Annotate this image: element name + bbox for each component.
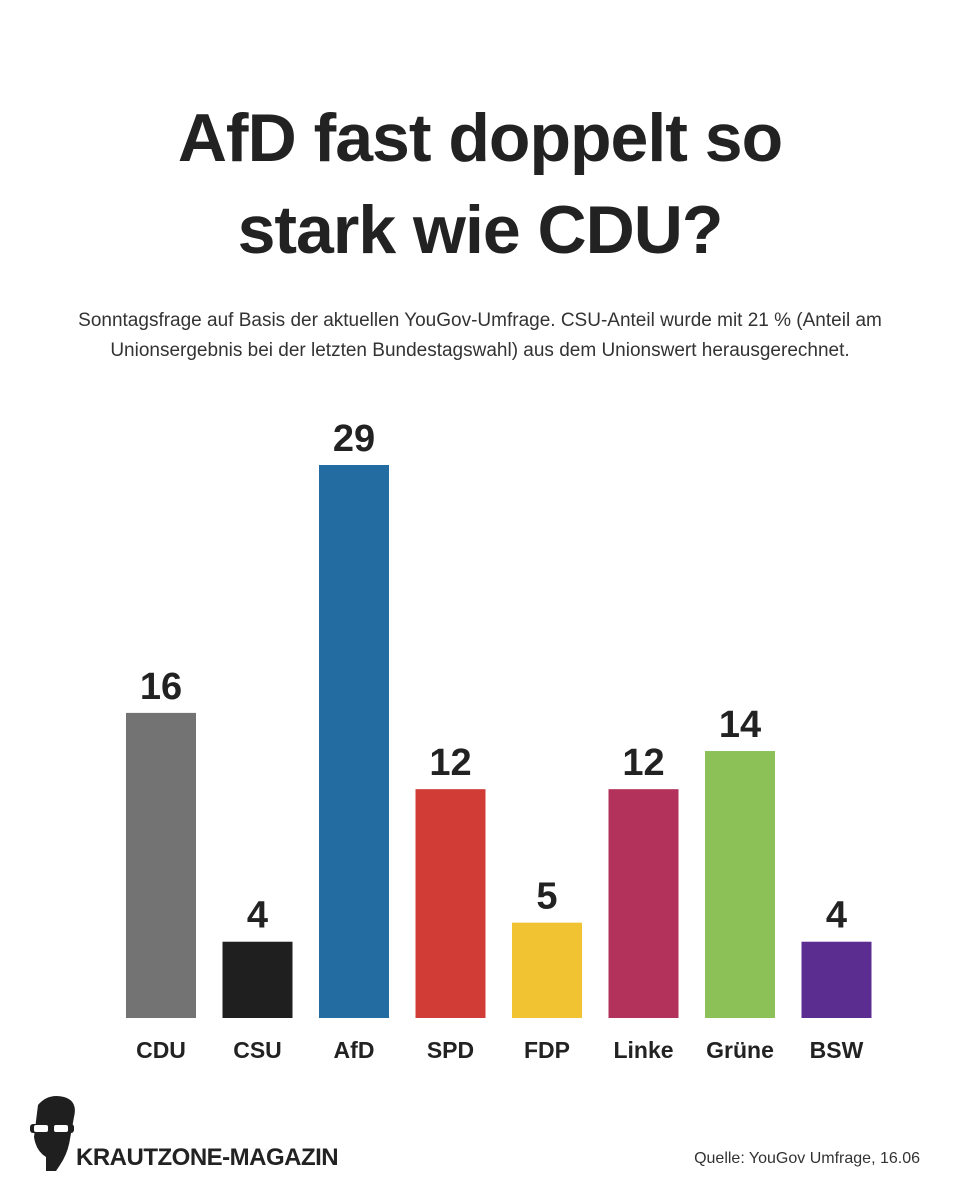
bar (222, 941, 293, 1018)
x-tick-label: CDU (136, 1037, 186, 1063)
value-label: 4 (826, 895, 847, 937)
bar (319, 465, 389, 1018)
bar (705, 751, 775, 1018)
chart-subtitle: Sonntagsfrage auf Basis der aktuellen Yo… (78, 310, 882, 361)
value-label: 12 (622, 742, 664, 784)
value-label: 14 (719, 704, 761, 746)
x-tick-label: SPD (427, 1037, 474, 1063)
brand: KRAUTZONE-MAGAZIN (76, 1144, 339, 1171)
bar (801, 941, 872, 1018)
bar (608, 789, 679, 1018)
value-label: 16 (140, 666, 182, 708)
source: Quelle: YouGov Umfrage, 16.06 (694, 1150, 920, 1167)
x-tick-label: Linke (613, 1037, 673, 1063)
value-label: 5 (536, 876, 557, 918)
x-tick-label: CSU (233, 1037, 282, 1063)
x-tick-label: Grüne (706, 1037, 774, 1063)
chart-title: AfD fast doppelt so stark wie CDU? (177, 100, 783, 268)
bar (512, 922, 582, 1018)
bar (415, 789, 486, 1018)
logo-icon (30, 1096, 75, 1171)
bar (126, 712, 196, 1018)
x-tick-label: FDP (524, 1037, 570, 1063)
value-label: 4 (247, 895, 268, 937)
x-tick-label: BSW (810, 1037, 864, 1063)
x-tick-label: AfD (334, 1037, 375, 1063)
value-label: 29 (333, 418, 375, 460)
value-label: 12 (429, 742, 471, 784)
